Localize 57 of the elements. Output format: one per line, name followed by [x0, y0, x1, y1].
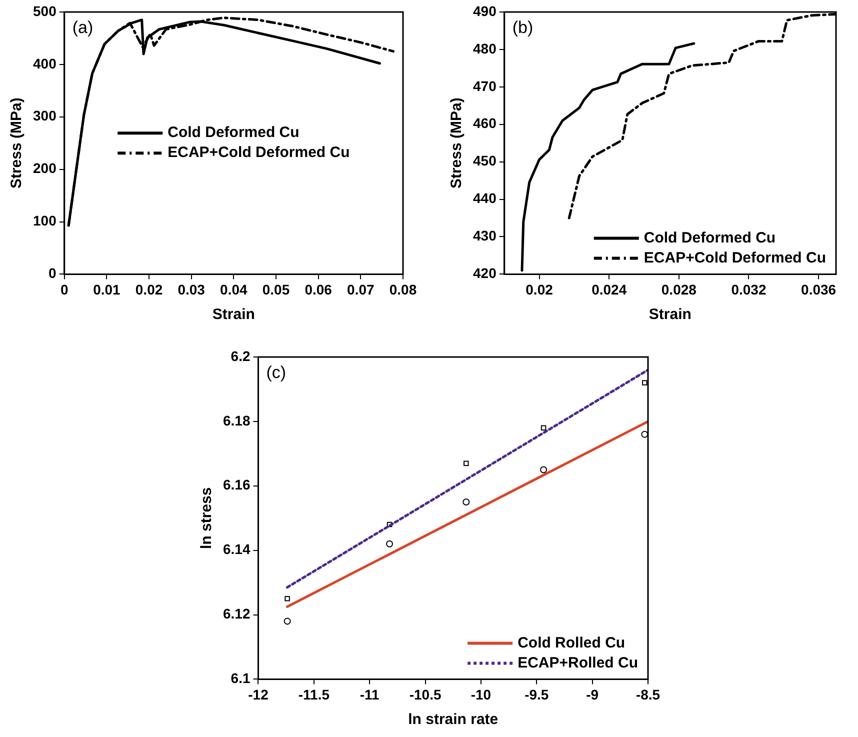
y-tick-label: 300 [33, 108, 57, 124]
y-tick-label: 430 [473, 228, 497, 244]
y-tick-label: 6.12 [223, 606, 250, 622]
x-tick-label: -8.5 [636, 686, 660, 702]
y-axis-title: Stress (MPa) [448, 98, 466, 189]
x-tick-label: 0.032 [731, 281, 766, 298]
y-tick-label: 480 [473, 40, 497, 56]
annotation: (c) [266, 363, 286, 382]
y-tick-label: 100 [33, 212, 57, 229]
x-tick-label: 0.036 [801, 281, 836, 298]
x-tick-label: 0.01 [93, 281, 121, 298]
y-tick-label: 420 [473, 265, 497, 282]
legend-label: Cold Deformed Cu [168, 124, 300, 142]
x-tick-label: 0.04 [220, 281, 248, 298]
legend-label: Cold Rolled Cu [518, 634, 626, 652]
x-tick-label: 0.03 [178, 281, 206, 298]
y-tick-label: 6.1 [230, 670, 250, 686]
y-tick-label: 490 [473, 2, 497, 19]
y-tick-label: 500 [33, 2, 57, 19]
x-tick-label: 0.028 [661, 281, 697, 298]
x-tick-label: -10.5 [409, 686, 442, 702]
x-tick-label: -9.5 [524, 686, 549, 702]
x-tick-label: 0.05 [262, 281, 290, 298]
x-tick-label: 0.02 [135, 281, 163, 298]
y-tick-label: 6.2 [230, 348, 250, 364]
legend-label: ECAP+Rolled Cu [518, 654, 638, 672]
y-tick-label: 200 [33, 160, 57, 176]
annotation: (b) [512, 18, 534, 38]
legend-label: ECAP+Cold Deformed Cu [644, 249, 826, 266]
x-tick-label: -12 [248, 686, 269, 702]
legend-label: Cold Deformed Cu [644, 229, 776, 246]
x-tick-label: -10 [470, 686, 492, 702]
annotation: (a) [72, 18, 94, 38]
x-axis-title: Strain [648, 306, 692, 324]
y-axis-title: ln stress [198, 487, 216, 549]
legend-label: ECAP+Cold Deformed Cu [168, 144, 350, 162]
y-tick-label: 6.18 [223, 412, 250, 428]
y-tick-label: 460 [473, 115, 497, 132]
y-tick-label: 6.14 [223, 541, 250, 558]
y-tick-label: 450 [473, 152, 497, 169]
x-axis-title: Strain [212, 306, 255, 324]
x-axis-title: ln strain rate [408, 711, 498, 728]
x-tick-label: -11 [360, 686, 380, 702]
y-tick-label: 400 [33, 55, 57, 72]
x-tick-label: 0.024 [592, 281, 627, 298]
x-tick-label: -9 [586, 686, 599, 702]
x-tick-label: 0.08 [389, 281, 417, 298]
y-tick-label: 470 [473, 78, 497, 94]
y-tick-label: 440 [473, 190, 497, 206]
x-tick-label: 0.06 [304, 281, 332, 298]
x-tick-label: 0.07 [347, 281, 375, 298]
x-tick-label: 0 [60, 281, 68, 298]
x-tick-label: -11.5 [298, 686, 330, 702]
y-tick-label: 6.16 [223, 476, 250, 493]
y-axis-title: Stress (MPa) [8, 98, 26, 189]
x-tick-label: 0.02 [526, 281, 554, 298]
y-tick-label: 0 [48, 265, 57, 282]
